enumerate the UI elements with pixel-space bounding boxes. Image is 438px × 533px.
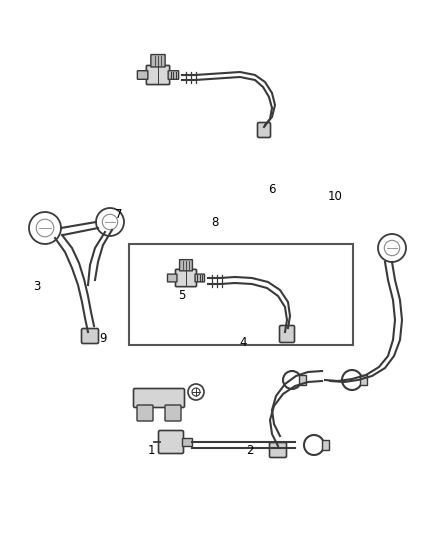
Text: 1: 1 bbox=[147, 444, 155, 457]
Text: 2: 2 bbox=[246, 444, 254, 457]
Bar bbox=[299, 375, 306, 385]
FancyBboxPatch shape bbox=[195, 274, 205, 282]
FancyBboxPatch shape bbox=[279, 326, 294, 343]
FancyBboxPatch shape bbox=[159, 431, 184, 454]
Bar bbox=[360, 375, 367, 385]
FancyBboxPatch shape bbox=[134, 389, 184, 408]
FancyBboxPatch shape bbox=[137, 405, 153, 421]
Text: 8: 8 bbox=[211, 216, 218, 229]
Text: 6: 6 bbox=[268, 183, 276, 196]
FancyBboxPatch shape bbox=[176, 269, 197, 287]
FancyBboxPatch shape bbox=[258, 123, 271, 138]
Bar bbox=[129, 244, 353, 345]
FancyBboxPatch shape bbox=[168, 71, 179, 79]
FancyBboxPatch shape bbox=[146, 66, 170, 85]
Bar bbox=[322, 440, 329, 450]
FancyBboxPatch shape bbox=[151, 54, 165, 67]
FancyBboxPatch shape bbox=[180, 260, 192, 271]
FancyBboxPatch shape bbox=[81, 328, 99, 343]
Text: 5: 5 bbox=[178, 289, 185, 302]
Text: 4: 4 bbox=[239, 336, 247, 349]
Bar bbox=[182, 438, 192, 446]
FancyBboxPatch shape bbox=[167, 274, 177, 282]
Text: 10: 10 bbox=[328, 190, 343, 203]
Text: 7: 7 bbox=[114, 208, 122, 221]
Text: 3: 3 bbox=[34, 280, 41, 293]
FancyBboxPatch shape bbox=[138, 71, 148, 79]
Text: 9: 9 bbox=[99, 332, 107, 345]
FancyBboxPatch shape bbox=[165, 405, 181, 421]
FancyBboxPatch shape bbox=[269, 442, 286, 457]
